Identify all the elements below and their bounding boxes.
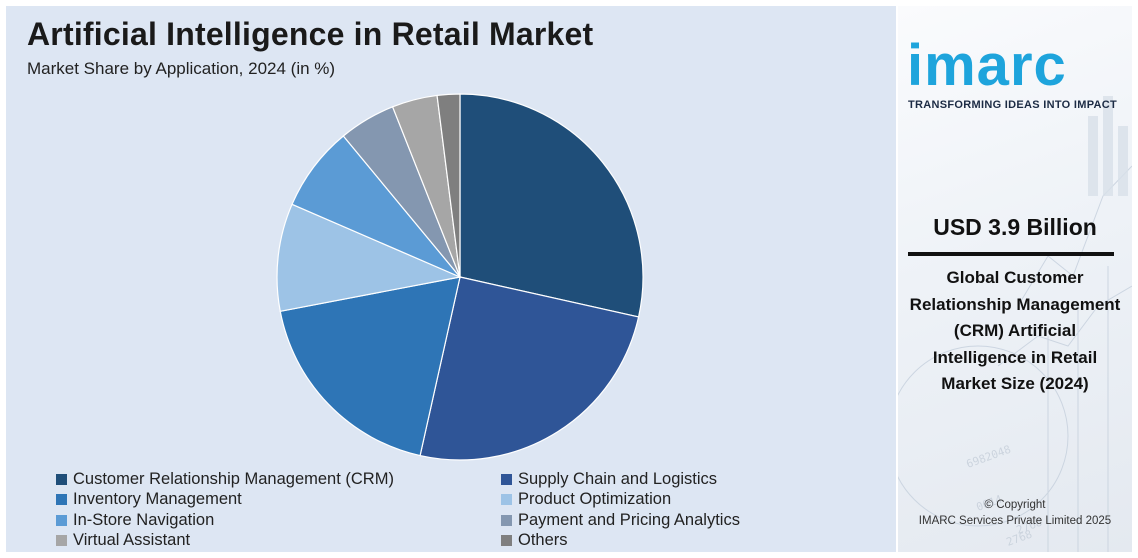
legend-item-inventory: Inventory Management	[56, 490, 501, 511]
legend-label: Payment and Pricing Analytics	[518, 510, 740, 529]
legend-label: Others	[518, 531, 568, 550]
divider	[908, 252, 1114, 256]
legend-swatch	[56, 473, 67, 485]
legend-item-payment-pricing: Payment and Pricing Analytics	[501, 510, 856, 531]
legend-item-supply-chain: Supply Chain and Logistics	[501, 469, 856, 490]
copyright-line-1: © Copyright	[984, 499, 1046, 511]
pie-slice-7	[436, 93, 461, 278]
legend-swatch	[56, 535, 67, 547]
chart-panel: Artificial Intelligence in Retail Market…	[6, 6, 896, 552]
logo-wordmark: imarc	[907, 33, 1067, 98]
legend-swatch	[501, 535, 512, 547]
pie-slice-0	[459, 93, 644, 318]
chart-subtitle: Market Share by Application, 2024 (in %)	[27, 59, 336, 78]
pie-chart	[276, 93, 644, 461]
legend-swatch	[501, 473, 512, 485]
chart-legend: Customer Relationship Management (CRM) S…	[56, 469, 856, 551]
legend-label: Supply Chain and Logistics	[518, 469, 718, 488]
pie-slice-3	[276, 203, 463, 312]
copyright-line-2: IMARC Services Private Limited 2025	[918, 515, 1112, 527]
legend-item-product-optimization: Product Optimization	[501, 490, 856, 511]
market-size-value: USD 3.9 Billion	[933, 214, 1097, 240]
copyright-notice: © Copyright IMARC Services Private Limit…	[898, 497, 1132, 529]
legend-label: Product Optimization	[518, 490, 672, 509]
background-graph-decoration: 6982048 0014 2768 2768	[898, 96, 1132, 552]
pie-slice-1	[419, 276, 640, 461]
legend-label: In-Store Navigation	[73, 510, 215, 529]
legend-swatch	[56, 494, 67, 506]
chart-title: Artificial Intelligence in Retail Market	[27, 16, 594, 52]
legend-item-in-store-navigation: In-Store Navigation	[56, 510, 501, 531]
legend-label: Inventory Management	[73, 490, 242, 509]
legend-label: Customer Relationship Management (CRM)	[73, 469, 394, 488]
legend-item-crm: Customer Relationship Management (CRM)	[56, 469, 501, 490]
legend-label: Virtual Assistant	[73, 531, 191, 550]
legend-swatch	[501, 514, 512, 526]
legend-item-virtual-assistant: Virtual Assistant	[56, 531, 501, 552]
legend-swatch	[56, 514, 67, 526]
market-size-description: Global Customer Relationship Management …	[909, 268, 1121, 393]
legend-swatch	[501, 494, 512, 506]
logo-tagline: TRANSFORMING IDEAS INTO IMPACT	[908, 99, 1118, 111]
legend-item-others: Others	[501, 531, 856, 552]
svg-text:6982048: 6982048	[965, 443, 1013, 471]
info-sidebar: 6982048 0014 2768 2768 imarc TRANSFORMIN…	[898, 6, 1132, 552]
imarc-logo: imarc TRANSFORMING IDEAS INTO IMPACT	[904, 33, 1126, 112]
pie-slice-2	[279, 276, 461, 457]
